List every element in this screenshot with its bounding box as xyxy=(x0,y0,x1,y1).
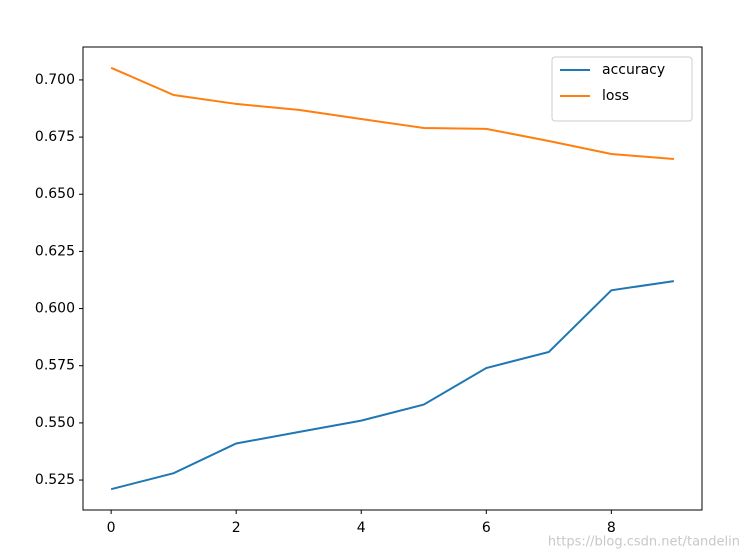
x-tick-label: 8 xyxy=(607,520,616,536)
plot-frame xyxy=(82,46,703,511)
line xyxy=(110,280,675,491)
watermark: https://blog.csdn.net/tandelin xyxy=(548,535,740,550)
line xyxy=(110,66,674,161)
y-tick-label: 0.650 xyxy=(35,186,75,202)
y-tick-label: 0.575 xyxy=(35,358,75,374)
y-tick-label: 0.600 xyxy=(35,301,75,317)
y-tick-label: 0.625 xyxy=(35,243,75,259)
legend-label: accuracy xyxy=(602,62,665,78)
x-tick-label: 6 xyxy=(482,520,491,536)
legend-label: loss xyxy=(602,88,629,104)
y-tick-label: 0.525 xyxy=(35,472,75,488)
x-tick-label: 4 xyxy=(357,520,366,536)
legend-box xyxy=(551,56,693,122)
y-tick-label: 0.550 xyxy=(35,415,75,431)
x-tick-label: 2 xyxy=(232,520,241,536)
y-tick-label: 0.675 xyxy=(35,129,75,145)
x-tick-label: 0 xyxy=(107,520,116,536)
y-tick-label: 0.700 xyxy=(35,72,75,88)
